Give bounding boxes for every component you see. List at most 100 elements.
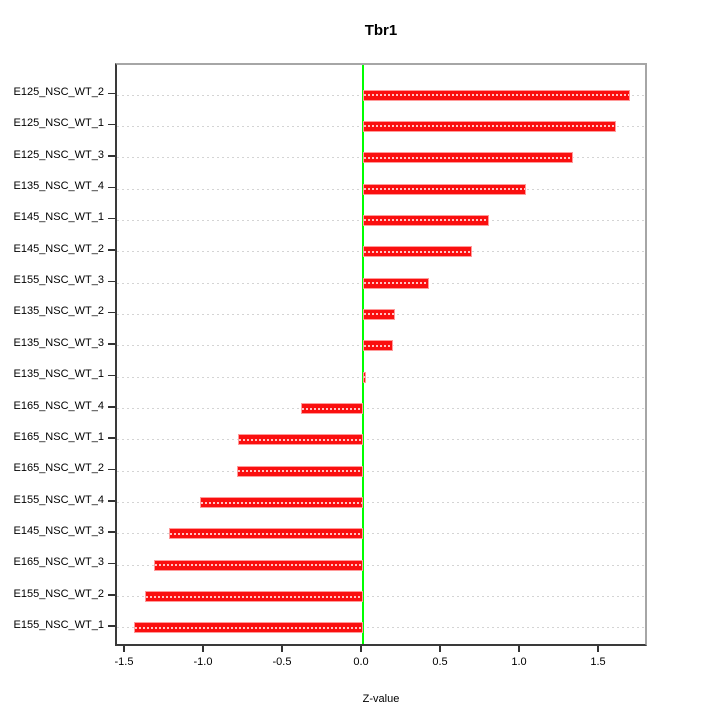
bar-dash-pattern — [364, 125, 615, 128]
y-axis-tick — [108, 406, 115, 408]
bar-dash-pattern — [364, 313, 394, 316]
category-label: E145_NSC_WT_3 — [13, 524, 105, 537]
bar — [363, 371, 367, 383]
row-gridline — [117, 502, 645, 504]
bar — [200, 497, 363, 509]
category-label: E125_NSC_WT_3 — [13, 148, 105, 161]
bar-dash-pattern — [237, 470, 362, 473]
row-gridline — [117, 596, 645, 598]
bar — [236, 465, 363, 477]
zero-reference-line — [362, 65, 364, 644]
bar — [363, 246, 473, 258]
category-label: E135_NSC_WT_4 — [13, 180, 105, 193]
y-axis-tick — [108, 531, 115, 533]
bar-dash-pattern — [302, 407, 362, 410]
bar-dash-pattern — [201, 501, 362, 504]
category-label: E155_NSC_WT_3 — [13, 274, 105, 287]
bar — [133, 622, 363, 634]
row-gridline — [117, 376, 645, 378]
bar-dash-pattern — [364, 94, 630, 96]
row-gridline — [117, 627, 645, 629]
bar-dash-pattern — [364, 376, 366, 379]
bar-dash-pattern — [364, 344, 393, 347]
bar — [168, 528, 363, 540]
category-label: E165_NSC_WT_3 — [13, 556, 105, 569]
chart-title: Tbr1 — [364, 22, 398, 39]
bar — [363, 183, 526, 195]
bar — [154, 559, 363, 571]
bar-dash-pattern — [134, 626, 362, 629]
x-axis-tick-label: 1.5 — [590, 656, 606, 668]
y-axis-tick — [108, 343, 115, 345]
bar-dash-pattern — [169, 532, 362, 535]
x-axis-tick-label: 0.0 — [353, 656, 369, 668]
x-axis-tick — [202, 646, 204, 652]
x-axis-tick-label: -0.5 — [272, 656, 292, 668]
bar-dash-pattern — [364, 250, 472, 253]
bar — [363, 340, 394, 352]
y-axis-tick — [108, 217, 115, 220]
row-gridline — [117, 408, 645, 409]
bar-dash-pattern — [364, 219, 489, 222]
row-gridline — [117, 533, 645, 535]
bar — [363, 277, 430, 289]
category-label: E125_NSC_WT_1 — [13, 117, 105, 130]
y-axis-tick — [108, 249, 115, 251]
bar — [363, 89, 631, 101]
x-axis-tick-label: 0.5 — [432, 656, 448, 668]
x-axis-tick-label: -1.0 — [193, 656, 213, 668]
bar — [144, 591, 363, 603]
y-axis-tick — [108, 123, 115, 126]
category-label: E135_NSC_WT_3 — [13, 336, 105, 349]
bar — [363, 152, 574, 164]
y-axis-tick — [108, 92, 115, 94]
bar-dash-pattern — [155, 564, 362, 567]
category-label: E135_NSC_WT_1 — [13, 368, 105, 381]
row-gridline — [117, 439, 645, 441]
x-axis-tick — [360, 646, 362, 652]
row-gridline — [117, 470, 645, 472]
y-axis-tick — [108, 186, 115, 189]
category-label: E145_NSC_WT_2 — [13, 242, 105, 255]
y-axis-tick — [108, 155, 115, 157]
y-axis-tick — [108, 311, 115, 314]
x-axis-tick-label: 1.0 — [511, 656, 527, 668]
x-axis-tick — [123, 646, 125, 652]
x-axis-title: Z-value — [362, 693, 400, 705]
row-gridline — [117, 564, 645, 566]
bar — [363, 308, 395, 320]
x-axis-tick — [439, 646, 441, 652]
y-axis-tick — [108, 280, 115, 283]
category-label: E165_NSC_WT_2 — [13, 462, 105, 475]
bar-dash-pattern — [364, 156, 573, 159]
x-axis-tick — [518, 646, 520, 652]
category-label: E155_NSC_WT_1 — [13, 618, 105, 631]
x-axis-tick — [281, 646, 283, 652]
category-label: E155_NSC_WT_4 — [13, 493, 105, 506]
category-label: E135_NSC_WT_2 — [13, 305, 105, 318]
y-axis-tick — [108, 625, 115, 627]
y-axis-tick — [108, 594, 115, 596]
bar — [363, 214, 490, 226]
y-axis-tick — [108, 562, 115, 565]
y-axis-tick — [108, 374, 115, 377]
category-label: E125_NSC_WT_2 — [13, 86, 105, 98]
y-axis-tick — [108, 437, 115, 439]
plot-area — [115, 63, 647, 646]
bar — [301, 403, 363, 414]
x-axis-tick-label: -1.5 — [114, 656, 134, 668]
bar-dash-pattern — [145, 595, 362, 598]
y-axis-tick — [108, 468, 115, 471]
category-label: E145_NSC_WT_1 — [13, 211, 105, 224]
x-axis-tick — [597, 646, 599, 652]
category-label: E165_NSC_WT_1 — [13, 430, 105, 443]
bar-dash-pattern — [364, 282, 429, 285]
bar — [238, 434, 363, 446]
category-label: E155_NSC_WT_2 — [13, 587, 105, 600]
category-label: E165_NSC_WT_4 — [13, 399, 105, 412]
bar — [363, 120, 616, 132]
y-axis-tick — [108, 500, 115, 502]
bar-dash-pattern — [239, 438, 362, 441]
bar-dash-pattern — [364, 188, 525, 191]
